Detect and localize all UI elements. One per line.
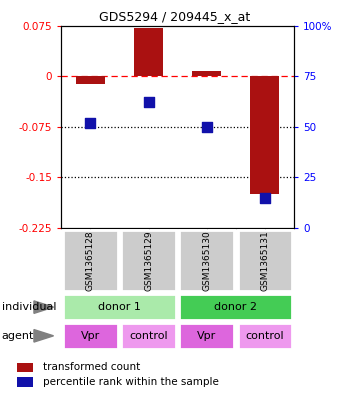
Bar [121,230,176,291]
Text: donor 2: donor 2 [214,302,257,312]
Bar [63,230,118,291]
Point [146,99,151,106]
Text: Vpr: Vpr [197,331,216,341]
Bar [17,362,33,372]
Text: agent: agent [2,331,34,341]
Polygon shape [34,330,54,342]
Bar [121,323,176,349]
Bar [179,294,292,320]
Bar [179,323,234,349]
Text: donor 1: donor 1 [98,302,141,312]
Point [204,123,210,130]
Polygon shape [34,301,54,313]
Bar [63,323,118,349]
Text: control: control [246,331,284,341]
Bar [63,294,176,320]
Text: GSM1365130: GSM1365130 [202,230,211,291]
Text: GDS5294 / 209445_x_at: GDS5294 / 209445_x_at [99,10,251,23]
Bar [238,230,292,291]
Text: GSM1365128: GSM1365128 [86,230,95,291]
Bar [134,28,163,76]
Bar [192,71,221,76]
Text: GSM1365129: GSM1365129 [144,230,153,291]
Bar [76,76,105,84]
Bar [250,76,279,194]
Point [88,119,93,126]
Bar [238,323,292,349]
Text: control: control [129,331,168,341]
Bar [179,230,234,291]
Text: Vpr: Vpr [81,331,100,341]
Bar [17,377,33,387]
Text: percentile rank within the sample: percentile rank within the sample [43,377,219,387]
Text: transformed count: transformed count [43,362,141,372]
Text: individual: individual [2,302,56,312]
Point [262,195,268,201]
Text: GSM1365131: GSM1365131 [260,230,270,291]
